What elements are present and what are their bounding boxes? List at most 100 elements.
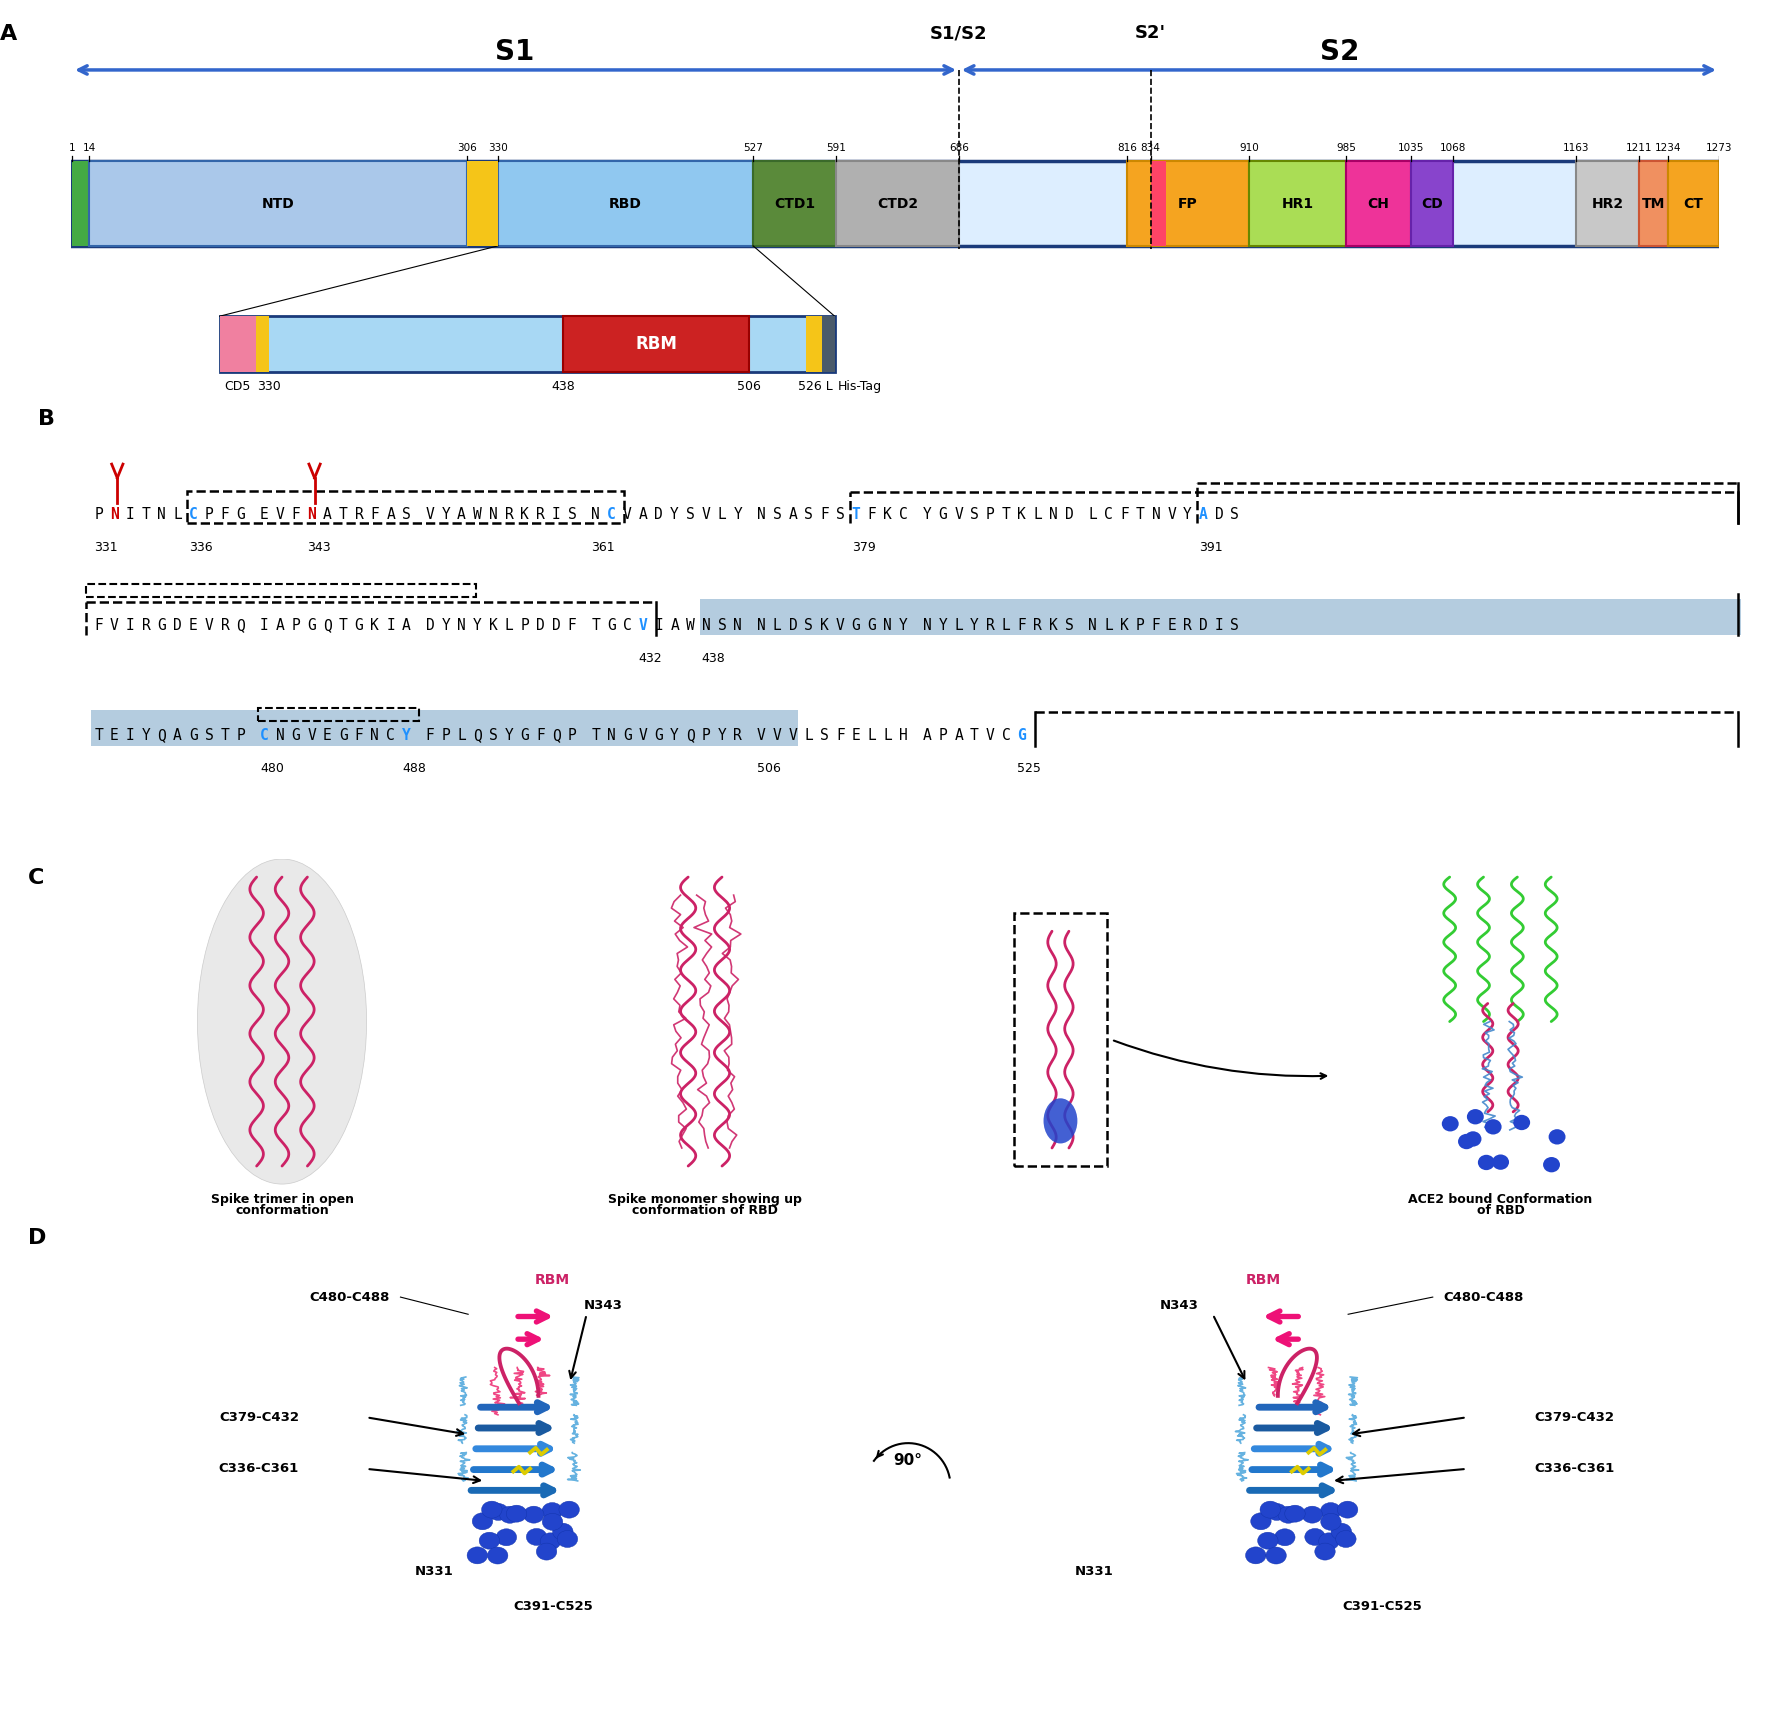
Ellipse shape: [1492, 1154, 1510, 1170]
Text: CH: CH: [1368, 196, 1389, 211]
Text: L: L: [1104, 618, 1113, 632]
Text: Spike monomer showing up: Spike monomer showing up: [608, 1192, 803, 1206]
Text: CTD2: CTD2: [877, 196, 918, 211]
Text: 506: 506: [757, 763, 781, 775]
Text: T: T: [94, 728, 103, 744]
Text: N: N: [158, 507, 167, 522]
Text: N: N: [608, 728, 617, 744]
Ellipse shape: [1260, 1502, 1281, 1519]
Text: F: F: [292, 507, 299, 522]
Text: 1273: 1273: [1706, 143, 1731, 153]
Ellipse shape: [1543, 1156, 1559, 1172]
Ellipse shape: [1044, 1098, 1077, 1144]
Text: G: G: [852, 618, 861, 632]
Text: A: A: [276, 618, 285, 632]
Ellipse shape: [1485, 1118, 1501, 1134]
Text: V: V: [757, 728, 766, 744]
Text: L: L: [1033, 507, 1042, 522]
Text: S1/S2: S1/S2: [930, 24, 987, 43]
Text: F: F: [537, 728, 546, 744]
Text: 1068: 1068: [1441, 143, 1467, 153]
Text: N343: N343: [585, 1299, 624, 1313]
Text: 343: 343: [307, 541, 331, 555]
Text: 379: 379: [852, 541, 875, 555]
Text: Y: Y: [402, 728, 411, 744]
Bar: [87, 584, 477, 596]
Bar: [188, 491, 624, 522]
Text: 438: 438: [702, 651, 725, 665]
Text: conformation: conformation: [236, 1204, 330, 1216]
Text: A: A: [923, 728, 932, 744]
Text: P: P: [939, 728, 948, 744]
Text: G: G: [190, 728, 198, 744]
Text: E: E: [110, 728, 119, 744]
Text: L: L: [868, 728, 877, 744]
Bar: [1014, 914, 1108, 1167]
Text: R: R: [537, 507, 546, 522]
Text: V: V: [638, 728, 647, 744]
Ellipse shape: [1302, 1507, 1322, 1524]
Text: S1: S1: [496, 38, 535, 67]
Text: G: G: [158, 618, 167, 632]
Ellipse shape: [1549, 1129, 1565, 1144]
Text: A: A: [670, 618, 679, 632]
Text: N331: N331: [1076, 1565, 1113, 1579]
Text: T: T: [338, 507, 347, 522]
Text: 506: 506: [737, 380, 760, 393]
Text: A: A: [1200, 507, 1209, 522]
Ellipse shape: [487, 1503, 509, 1520]
Text: L: L: [505, 618, 514, 632]
Text: C336-C361: C336-C361: [218, 1462, 299, 1476]
Text: 1163: 1163: [1563, 143, 1589, 153]
Text: 1035: 1035: [1398, 143, 1425, 153]
Text: D: D: [551, 618, 560, 632]
Text: 1211: 1211: [1625, 143, 1652, 153]
Text: G: G: [624, 728, 631, 744]
Text: Y: Y: [939, 618, 948, 632]
Bar: [1411, 161, 1453, 246]
Text: 834: 834: [1141, 143, 1161, 153]
Text: F: F: [1017, 618, 1026, 632]
Text: R: R: [220, 618, 229, 632]
Text: L: L: [955, 618, 962, 632]
Ellipse shape: [487, 1546, 509, 1563]
Text: F: F: [567, 618, 576, 632]
Text: 14: 14: [82, 143, 96, 153]
Text: S: S: [402, 507, 411, 522]
Text: FP: FP: [1178, 196, 1198, 211]
Text: P: P: [567, 728, 576, 744]
Text: P: P: [236, 728, 245, 744]
Text: S: S: [1230, 618, 1239, 632]
Text: 306: 306: [457, 143, 477, 153]
Text: 336: 336: [190, 541, 213, 555]
Text: ACE2 bound Conformation: ACE2 bound Conformation: [1409, 1192, 1593, 1206]
Text: C391-C525: C391-C525: [512, 1599, 592, 1613]
Text: D: D: [1200, 618, 1209, 632]
Text: C: C: [1001, 728, 1010, 744]
Text: A: A: [789, 507, 797, 522]
Ellipse shape: [507, 1505, 526, 1522]
Text: 331: 331: [94, 541, 119, 555]
Text: G: G: [608, 618, 617, 632]
Ellipse shape: [500, 1507, 521, 1524]
Text: T: T: [852, 507, 861, 522]
Text: I: I: [126, 618, 135, 632]
Text: Y: Y: [142, 728, 151, 744]
Text: L: L: [1088, 507, 1097, 522]
Text: 591: 591: [826, 143, 845, 153]
Text: G: G: [354, 618, 363, 632]
Ellipse shape: [473, 1514, 493, 1529]
Text: V: V: [773, 728, 781, 744]
Ellipse shape: [1251, 1514, 1271, 1529]
Text: F: F: [354, 728, 363, 744]
Text: N: N: [1088, 618, 1097, 632]
Text: 361: 361: [592, 541, 615, 555]
Text: V: V: [110, 618, 119, 632]
Text: Y: Y: [441, 507, 450, 522]
Text: Y: Y: [1184, 507, 1193, 522]
Ellipse shape: [537, 1543, 556, 1560]
Bar: [1249, 161, 1347, 246]
Text: RBM: RBM: [1246, 1273, 1281, 1287]
Text: V: V: [624, 507, 631, 522]
Bar: [806, 316, 822, 373]
